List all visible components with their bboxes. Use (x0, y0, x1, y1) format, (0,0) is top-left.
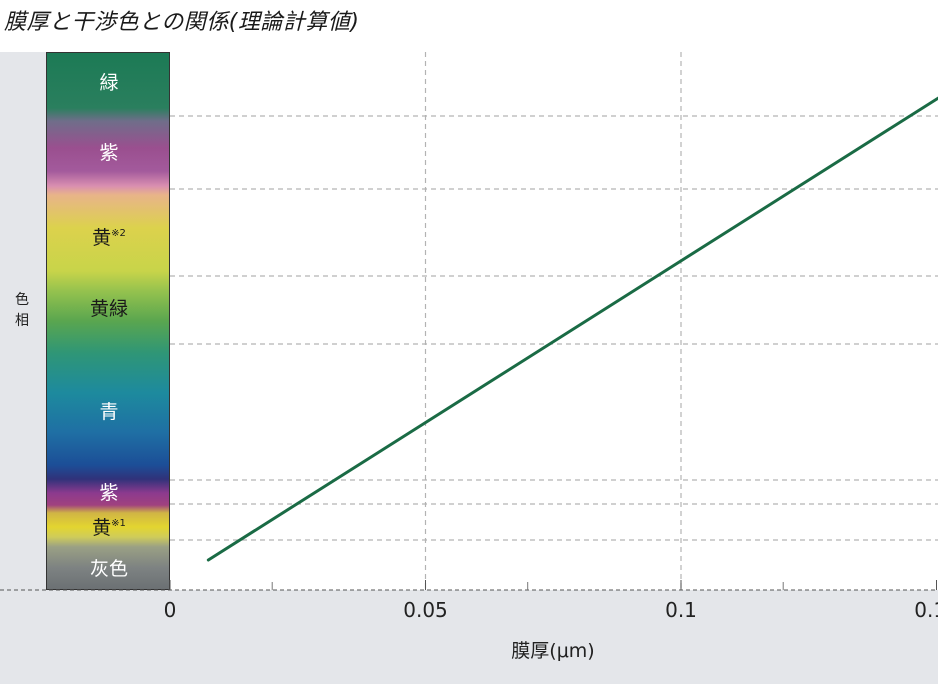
horizontal-grid (170, 115, 938, 541)
hue-band-label: 青 (99, 401, 119, 423)
plot-area (170, 52, 938, 590)
y-axis-label: 色相 (15, 292, 29, 329)
series-line (206, 96, 938, 562)
vertical-grid (424, 52, 682, 590)
x-axis-ticks (169, 580, 937, 590)
x-tick-label: 0.05 (403, 598, 448, 622)
x-tick-label: 0 (163, 598, 177, 622)
hue-band-label: 黄※2 (92, 227, 126, 249)
hue-band-label: 灰色 (89, 558, 128, 580)
hue-band-label: 黄※1 (92, 517, 126, 539)
hue-band-label: 紫 (99, 142, 119, 164)
hue-band-label: 黄緑 (89, 298, 128, 320)
series-group (206, 96, 938, 562)
hue-band-label: 紫 (99, 482, 119, 504)
x-tick-label: 0.1 (665, 598, 697, 622)
hue-band-label: 緑 (99, 72, 119, 94)
hue-color-bar: 緑 紫 黄※2 黄緑 青 紫 黄※1 灰色 (46, 52, 170, 590)
x-tick-label: 0.15 (914, 598, 938, 622)
chart-title: 膜厚と干渉色との関係(理論計算値) (4, 10, 360, 35)
x-axis-label: 膜厚(μm) (511, 640, 595, 662)
